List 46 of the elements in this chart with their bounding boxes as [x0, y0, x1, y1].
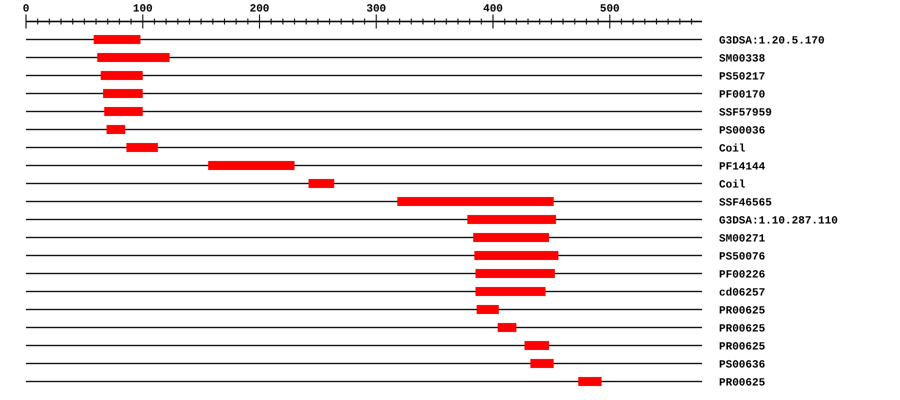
- bar: [498, 323, 516, 332]
- bar: [578, 377, 602, 386]
- x-tick-label: 500: [600, 4, 620, 16]
- y-tick-label: PS50217: [719, 71, 766, 84]
- y-tick-label: SM00271: [719, 233, 766, 246]
- y-tick-label: PF00226: [719, 269, 766, 282]
- y-tick-label: Coil: [719, 179, 746, 192]
- bar: [106, 125, 126, 134]
- bar: [530, 359, 554, 368]
- x-tick-label: 100: [132, 4, 153, 16]
- bar: [208, 161, 295, 170]
- bar: [104, 107, 143, 116]
- bar: [524, 341, 550, 350]
- y-tick-label: cd06257: [719, 287, 766, 300]
- bar: [397, 197, 554, 206]
- y-tick-label: SSF46565: [719, 197, 772, 210]
- bar: [476, 269, 555, 278]
- y-tick-label: SSF57959: [719, 107, 772, 120]
- y-tick-label: PR00625: [719, 341, 766, 354]
- bar: [476, 287, 546, 296]
- y-tick-label: PR00625: [719, 377, 766, 390]
- x-tick-label: 0: [22, 4, 30, 16]
- bar: [126, 143, 158, 152]
- y-tick-label: PS00636: [719, 359, 766, 372]
- y-tick-label: PS50076: [719, 251, 766, 264]
- x-tick-label: 200: [250, 4, 270, 16]
- y-tick-label: PR00625: [719, 305, 766, 318]
- y-tick-label: PF00170: [719, 89, 766, 102]
- y-tick-label: Coil: [719, 143, 746, 156]
- x-tick-label: 300: [366, 4, 386, 16]
- bar: [97, 53, 170, 62]
- bar: [467, 215, 556, 224]
- bar: [476, 305, 499, 314]
- bar: [94, 35, 140, 44]
- y-tick-label: PR00625: [719, 323, 766, 336]
- x-tick-label: 400: [483, 4, 503, 16]
- bar: [100, 71, 143, 80]
- bar: [473, 233, 550, 242]
- y-tick-label: PF14144: [719, 161, 766, 174]
- y-tick-label: G3DSA:1.20.5.170: [719, 35, 825, 48]
- y-tick-label: G3DSA:1.10.287.110: [719, 215, 838, 228]
- bar: [474, 251, 558, 260]
- bar: [103, 89, 143, 98]
- y-tick-label: PS00036: [719, 125, 766, 138]
- bar: [308, 179, 334, 188]
- y-tick-label: SM00338: [719, 53, 766, 66]
